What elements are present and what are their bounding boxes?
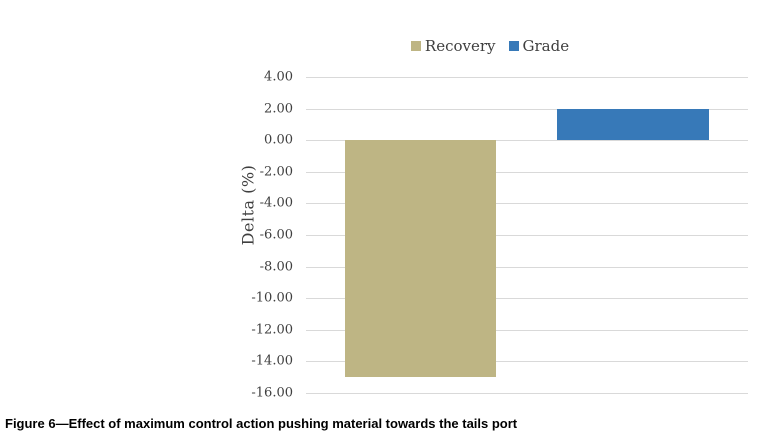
legend-item-recovery: Recovery <box>410 37 496 55</box>
y-tick-label: -12.00 <box>251 322 293 338</box>
gridline <box>306 298 748 300</box>
y-tick-label: -6.00 <box>259 227 293 243</box>
legend-label: Recovery <box>424 37 496 55</box>
legend-swatch-icon <box>508 41 519 51</box>
y-tick-label: 4.00 <box>264 69 293 85</box>
gridline <box>306 108 748 110</box>
bar-recovery <box>345 140 497 378</box>
gridline <box>306 77 748 78</box>
gridline <box>306 235 748 236</box>
gridline <box>306 171 748 173</box>
gridline <box>306 393 748 394</box>
bar-grade <box>557 108 709 141</box>
legend-label: Grade <box>522 37 570 55</box>
y-tick-label: -2.00 <box>259 164 293 180</box>
gridline <box>306 329 748 331</box>
legend-swatch-icon <box>410 41 421 51</box>
legend-item-grade: Grade <box>508 37 570 55</box>
y-axis-tick-labels: 4.00 2.00 0.00 -2.00 -4.00 -6.00 -8.00 -10.00 -1… <box>0 70 293 401</box>
y-tick-label: -16.00 <box>251 385 293 401</box>
plot-area <box>306 77 748 394</box>
y-tick-label: -10.00 <box>251 290 293 306</box>
gridline <box>306 203 748 205</box>
gridline <box>306 140 748 142</box>
y-tick-label: -4.00 <box>259 195 293 211</box>
gridline <box>306 361 748 363</box>
gridline <box>306 266 748 268</box>
y-tick-label: 2.00 <box>264 101 293 117</box>
chart-legend: Recovery Grade <box>306 36 748 56</box>
y-tick-label: 0.00 <box>264 132 293 148</box>
y-tick-label: -14.00 <box>251 353 293 369</box>
figure-caption: Figure 6—Effect of maximum control actio… <box>5 416 518 431</box>
y-tick-label: -8.00 <box>259 259 293 275</box>
